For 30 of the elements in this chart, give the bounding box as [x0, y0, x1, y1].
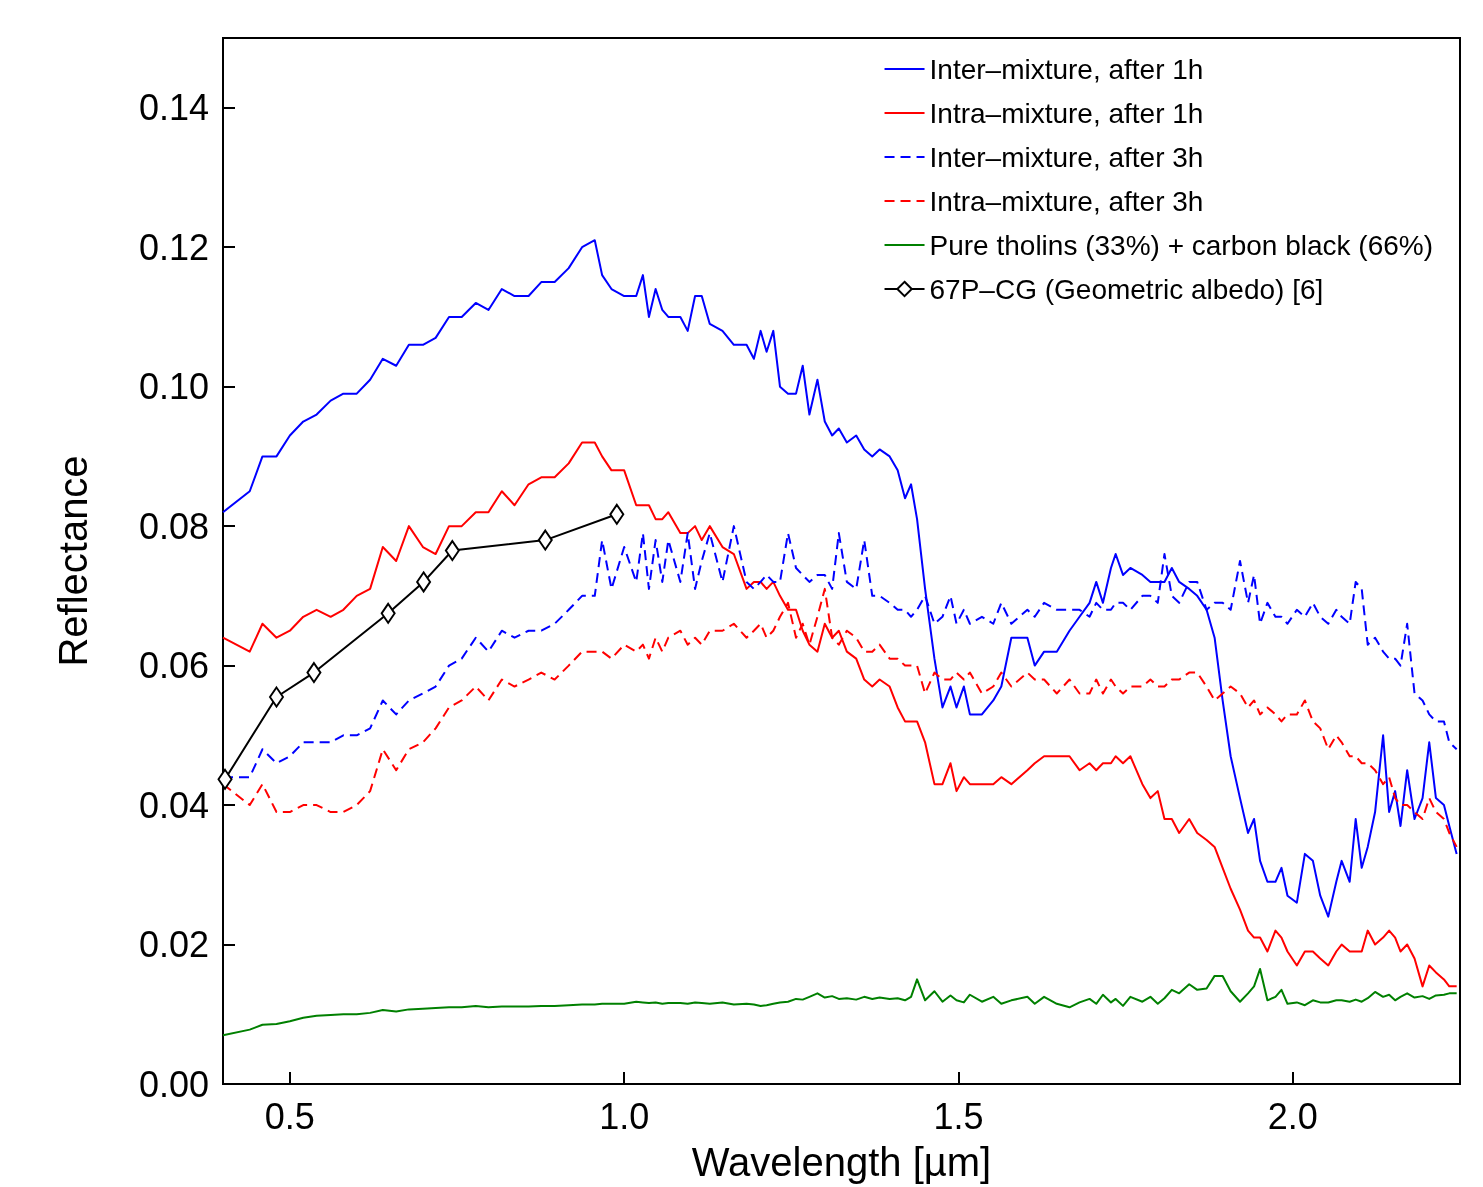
legend-label: Inter–mixture, after 1h: [929, 53, 1204, 85]
point: [268, 686, 284, 708]
point: [217, 768, 233, 790]
point: [416, 571, 432, 593]
point: [537, 529, 553, 551]
y-tick-label: 0.00: [138, 1063, 209, 1105]
y-axis-title: Reflectance: [51, 455, 95, 667]
x-tick-label: 0.5: [264, 1095, 315, 1137]
legend-label: Inter–mixture, after 3h: [929, 141, 1204, 173]
y-tick-label: 0.10: [138, 366, 209, 408]
legend-label: 67P–CG (Geometric albedo) [6]: [929, 273, 1324, 305]
y-tick-label: 0.06: [138, 645, 209, 687]
point: [380, 602, 396, 624]
point: [306, 662, 322, 684]
point: [444, 540, 460, 562]
y-tick-label: 0.12: [138, 226, 209, 268]
line-series: [222, 441, 1458, 988]
y-tick-label: 0.08: [138, 505, 209, 547]
x-tick-label: 2.0: [1267, 1095, 1318, 1137]
line-series: [222, 967, 1458, 1037]
x-tick-label: 1.5: [933, 1095, 984, 1137]
x-axis-title: Wavelength [µm]: [691, 1140, 992, 1184]
y-tick-label: 0.02: [138, 924, 209, 966]
point: [609, 503, 625, 525]
legend-label: Pure tholins (33%) + carbon black (66%): [929, 229, 1433, 261]
y-tick-label: 0.14: [138, 87, 209, 129]
legend-label: Intra–mixture, after 3h: [929, 185, 1204, 217]
legend-label: Intra–mixture, after 1h: [929, 97, 1204, 129]
x-tick-label: 1.0: [599, 1095, 650, 1137]
y-tick-label: 0.04: [138, 784, 209, 826]
